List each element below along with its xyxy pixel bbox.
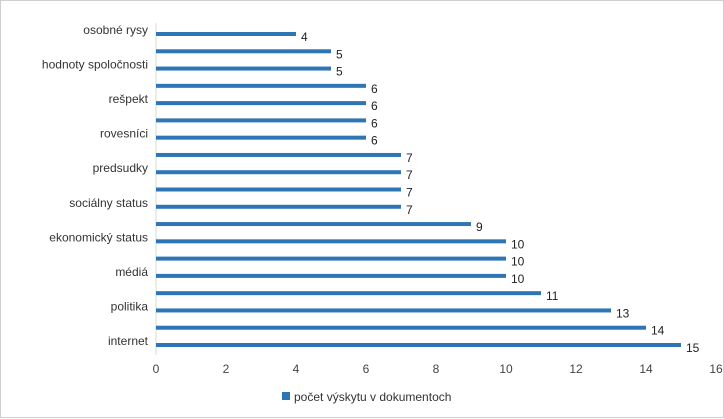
category-label: internet [108, 334, 149, 348]
bar [156, 204, 401, 209]
bar [156, 32, 296, 36]
bar [156, 66, 331, 71]
bar [156, 222, 471, 227]
category-label: predsudky [93, 161, 148, 175]
data-label: 15 [686, 341, 700, 355]
data-label: 7 [406, 151, 413, 165]
category-label: médiá [115, 265, 148, 279]
bar [156, 187, 401, 192]
data-label: 6 [371, 82, 378, 96]
data-label: 10 [511, 272, 525, 286]
data-label: 10 [511, 237, 525, 251]
bar [156, 273, 506, 278]
bar [156, 101, 366, 106]
data-label: 14 [651, 324, 665, 338]
x-tick-label: 14 [639, 362, 653, 376]
data-label: 7 [406, 203, 413, 217]
x-tick-label: 6 [363, 362, 370, 376]
bar [156, 291, 541, 296]
category-label: osobné rysy [83, 23, 148, 37]
data-label: 6 [371, 99, 378, 113]
bar [156, 152, 401, 157]
data-label: 5 [336, 65, 343, 79]
data-label: 7 [406, 186, 413, 200]
bar [156, 343, 681, 347]
category-label: politika [111, 299, 149, 313]
legend-label: počet výskytu v dokumentoch [294, 390, 451, 404]
data-label: 9 [476, 220, 483, 234]
x-tick-label: 16 [709, 362, 723, 376]
x-tick-label: 12 [569, 362, 583, 376]
bar [156, 325, 646, 330]
x-tick-label: 4 [293, 362, 300, 376]
data-label: 4 [301, 30, 308, 44]
category-label: rovesníci [100, 127, 148, 141]
legend-swatch [282, 392, 290, 400]
data-label: 7 [406, 168, 413, 182]
data-label: 10 [511, 255, 525, 269]
category-label: rešpekt [109, 92, 149, 106]
bar [156, 256, 506, 261]
x-tick-label: 10 [499, 362, 513, 376]
x-tick-label: 8 [433, 362, 440, 376]
data-label: 6 [371, 134, 378, 148]
bar [156, 170, 401, 175]
bar [156, 308, 611, 313]
bar [156, 135, 366, 140]
data-label: 5 [336, 47, 343, 61]
bar [156, 118, 366, 123]
category-label: hodnoty spoločnosti [42, 58, 148, 72]
bar [156, 49, 331, 54]
bar [156, 239, 506, 244]
x-tick-label: 2 [223, 362, 230, 376]
data-label: 13 [616, 306, 630, 320]
data-label: 6 [371, 116, 378, 130]
bar [156, 83, 366, 88]
category-label: sociálny status [69, 196, 148, 210]
x-tick-label: 0 [153, 362, 160, 376]
category-label: ekonomický status [49, 230, 148, 244]
data-label: 11 [546, 289, 559, 303]
